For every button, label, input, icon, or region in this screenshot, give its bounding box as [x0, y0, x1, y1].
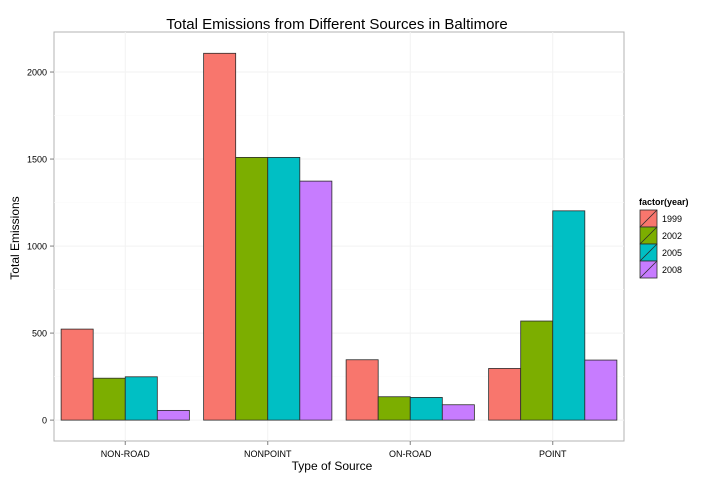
y-axis-title: Total Emissions — [8, 196, 22, 279]
bar-on-road-2002 — [377, 396, 411, 421]
bar-nonpoint-1999 — [203, 52, 237, 421]
legend-label-2005: 2005 — [662, 248, 682, 258]
legend-label-1999: 1999 — [662, 214, 682, 224]
x-tick-label: NONPOINT — [244, 449, 292, 459]
y-tick-label: 500 — [32, 329, 47, 339]
legend-label-2002: 2002 — [662, 231, 682, 241]
bar-on-road-1999 — [345, 359, 379, 421]
legend-key-slash — [639, 260, 658, 279]
bar-point-2005 — [552, 210, 586, 421]
legend-key-slash — [639, 243, 658, 262]
legend-key-slash — [639, 226, 658, 245]
y-tick-label: 1000 — [27, 242, 47, 252]
legend-label-2008: 2008 — [662, 265, 682, 275]
bar-non-road-2005 — [124, 376, 158, 421]
y-tick-label: 0 — [42, 416, 47, 426]
y-tick-label: 2000 — [27, 68, 47, 78]
x-tick-label: POINT — [539, 449, 567, 459]
bar-non-road-2008 — [156, 409, 190, 421]
legend-items: 1999 2002 2005 2008 — [639, 209, 682, 279]
legend-key-slash — [639, 209, 658, 228]
x-axis-title: Type of Source — [292, 459, 373, 473]
bar-non-road-2002 — [92, 377, 126, 421]
bar-nonpoint-2005 — [267, 156, 301, 421]
x-tick-label: ON-ROAD — [389, 449, 432, 459]
bar-point-2002 — [520, 320, 554, 421]
bar-on-road-2008 — [441, 404, 475, 421]
bars — [60, 52, 618, 421]
bar-non-road-1999 — [60, 328, 94, 421]
bar-on-road-2005 — [409, 397, 443, 421]
legend-title: factor(year) — [639, 197, 689, 207]
y-axis: 0 500 1000 1500 2000 — [27, 68, 54, 426]
bar-point-2008 — [584, 359, 618, 421]
bar-nonpoint-2008 — [299, 180, 333, 421]
bar-point-1999 — [488, 368, 522, 421]
bar-nonpoint-2002 — [235, 156, 269, 421]
chart-title: Total Emissions from Different Sources i… — [166, 16, 508, 33]
x-tick-label: NON-ROAD — [101, 449, 150, 459]
x-axis: NON-ROAD NONPOINT ON-ROAD POINT — [101, 441, 567, 459]
y-tick-label: 1500 — [27, 155, 47, 165]
legend: factor(year) 1999 2002 2005 2008 — [639, 197, 689, 279]
